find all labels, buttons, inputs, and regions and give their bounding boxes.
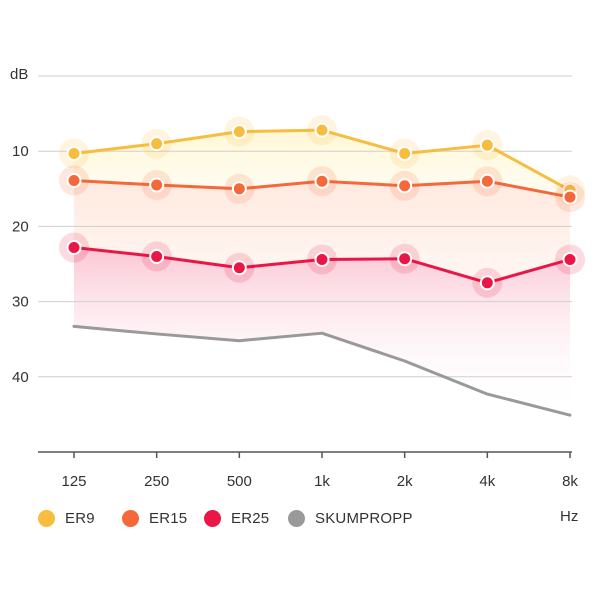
y-tick-label: 40 (12, 369, 29, 386)
series-skumpropp (72, 324, 572, 417)
data-point[interactable] (149, 136, 165, 152)
x-tick-label: 1k (314, 473, 330, 490)
series-er9 (59, 115, 585, 206)
legend-swatch-skumpropp (288, 509, 305, 527)
series-line-skumpropp (72, 324, 572, 417)
legend-label-er9: ER9 (65, 509, 95, 527)
x-tick-label: 500 (227, 473, 252, 490)
data-point[interactable] (397, 145, 413, 161)
axes: 10 20 30 40 125 250 500 1k 2k 4k 8k (12, 143, 578, 490)
x-tick-label: 8k (562, 473, 578, 490)
series-er25 (59, 232, 585, 298)
x-tick-label: 250 (144, 473, 169, 490)
data-point[interactable] (479, 137, 495, 153)
data-point[interactable] (231, 181, 247, 197)
area-fill-er9 (74, 130, 570, 198)
data-point[interactable] (562, 189, 578, 205)
data-point[interactable] (231, 124, 247, 140)
legend-item-er25[interactable]: ER25 (204, 506, 269, 530)
legend-label-er25: ER25 (231, 509, 270, 527)
legend-swatch-er9 (38, 509, 55, 527)
legend-swatch-er15 (122, 509, 139, 527)
x-tick-label: 4k (479, 473, 495, 490)
y-tick-label: 20 (12, 218, 29, 235)
data-point[interactable] (479, 173, 495, 189)
data-point[interactable] (66, 173, 82, 189)
series-lines (59, 115, 585, 417)
legend-label-skumpropp: SKUMPROPP (315, 509, 413, 527)
data-point[interactable] (562, 251, 578, 267)
data-point[interactable] (149, 248, 165, 264)
y-tick-label: 10 (12, 143, 29, 160)
data-point[interactable] (66, 239, 82, 255)
y-axis-label: dB (10, 66, 29, 83)
data-point[interactable] (231, 260, 247, 276)
data-point[interactable] (149, 177, 165, 193)
data-point[interactable] (479, 275, 495, 291)
legend-item-er15[interactable]: ER15 (122, 506, 187, 530)
area-fills (74, 130, 570, 416)
legend-item-er9[interactable]: ER9 (38, 506, 95, 530)
legend-label-er15: ER15 (149, 509, 188, 527)
legend-item-skumpropp[interactable]: SKUMPROPP (288, 506, 413, 530)
x-tick-label: 2k (397, 473, 413, 490)
area-fill-er25 (74, 247, 570, 416)
data-point[interactable] (314, 122, 330, 138)
y-tick-label: 30 (12, 294, 29, 311)
legend-swatch-er25 (204, 509, 221, 527)
data-point[interactable] (314, 251, 330, 267)
x-axis-unit-label: Hz (560, 508, 579, 525)
area-fill-er15 (74, 180, 570, 283)
data-point[interactable] (397, 251, 413, 267)
x-tick-label: 125 (61, 473, 86, 490)
series-er15 (59, 165, 585, 213)
legend: ER9 ER15 ER25 SKUMPROPP (38, 506, 582, 530)
data-point[interactable] (397, 178, 413, 194)
data-point[interactable] (66, 145, 82, 161)
data-point[interactable] (314, 173, 330, 189)
